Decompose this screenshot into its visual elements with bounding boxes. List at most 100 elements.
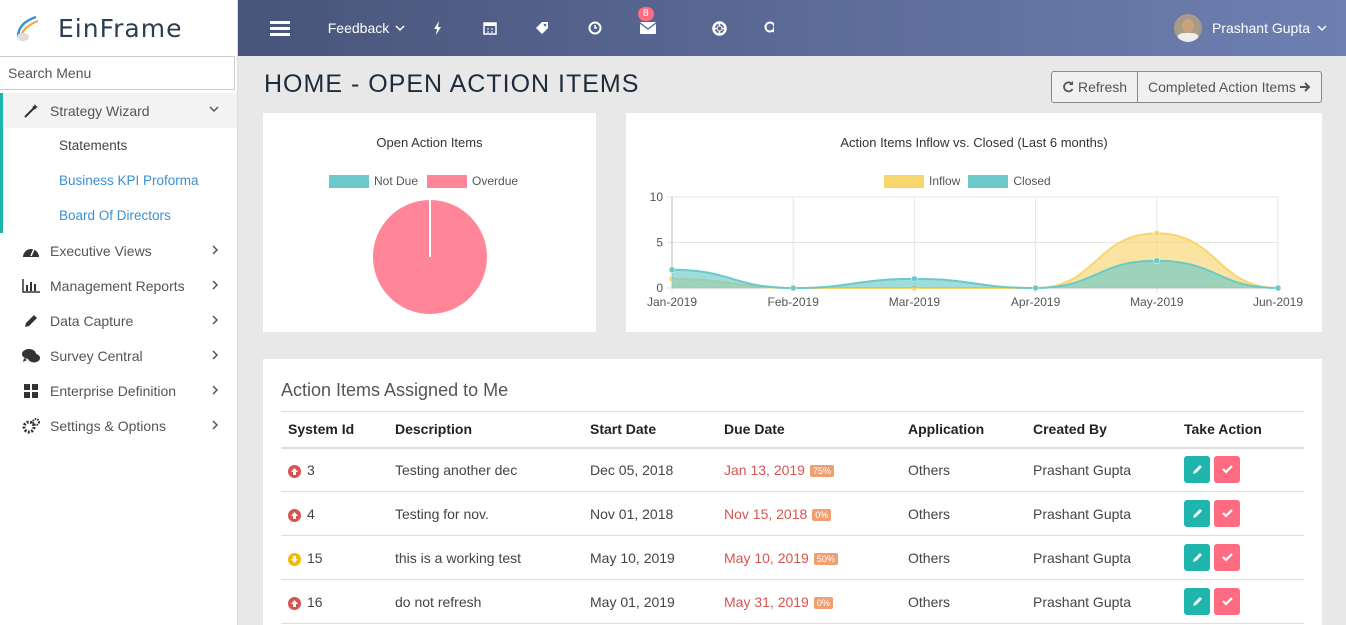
table-row[interactable]: 16 do not refresh May 01, 2019 May 31, 2019… — [281, 579, 1304, 624]
complete-button[interactable] — [1214, 588, 1240, 615]
feedback-dropdown[interactable]: Feedback — [322, 0, 412, 56]
edit-button[interactable] — [1184, 544, 1210, 571]
table-heading: Action Items Assigned to Me — [281, 380, 509, 400]
due-date: Jan 13, 2019 — [724, 461, 805, 478]
cell-application: Others — [901, 535, 1026, 580]
col-created-by[interactable]: Created By — [1026, 411, 1177, 449]
einframe-logo-icon — [16, 15, 39, 41]
bolt-button[interactable] — [412, 0, 464, 56]
page-title: HOME - OPEN ACTION ITEMS — [264, 70, 640, 98]
help-button[interactable] — [674, 0, 764, 56]
notification-badge: 8 — [638, 7, 654, 21]
sidebar-item-label: Settings & Options — [50, 417, 166, 434]
check-icon — [1221, 465, 1233, 474]
envelope-icon — [640, 22, 656, 34]
search-menu-input[interactable]: Search Menu — [0, 56, 235, 90]
system-id: 4 — [307, 505, 315, 522]
chevron-right-icon — [212, 385, 219, 395]
col-take-action[interactable]: Take Action — [1177, 411, 1304, 449]
avatar — [1173, 14, 1202, 42]
chevron-right-icon — [212, 280, 219, 290]
logo[interactable]: EinFrame — [0, 0, 237, 56]
action-items-card: Action Items Assigned to Me System Id De… — [263, 359, 1322, 625]
col-start-date[interactable]: Start Date — [583, 411, 717, 449]
cell-due-date: Nov 15, 2018 0% — [717, 491, 901, 536]
sidebar-item-management-reports[interactable]: Management Reports — [0, 268, 237, 303]
chevron-right-icon — [212, 420, 219, 430]
edit-button[interactable] — [1184, 500, 1210, 527]
legend-label-closed[interactable]: Closed — [1013, 174, 1051, 188]
sidebar-subitem-statements[interactable]: Statements — [0, 128, 237, 163]
feedback-label: Feedback — [327, 20, 390, 36]
progress-badge: 0% — [813, 596, 833, 609]
completed-label: Completed Action Items — [1148, 79, 1296, 95]
grid-icon — [20, 383, 42, 399]
edit-button[interactable] — [1184, 456, 1210, 484]
hamburger-icon — [270, 21, 290, 36]
sidebar-item-label: Management Reports — [50, 277, 185, 294]
cell-created-by: Prashant Gupta — [1026, 447, 1177, 492]
cell-created-by: Prashant Gupta — [1026, 491, 1177, 536]
top-navbar: Feedback 8 Prashant Gupta — [238, 0, 1346, 56]
cell-start-date: May 01, 2019 — [583, 579, 717, 624]
x-tick-label: Feb-2019 — [768, 295, 820, 309]
pencil-icon — [20, 313, 42, 329]
cell-system-id: 3 — [281, 447, 388, 492]
table-row[interactable]: 3 Testing another dec Dec 05, 2018 Jan 13, … — [281, 447, 1304, 492]
chevron-right-icon — [212, 245, 219, 255]
sidebar-item-settings-options[interactable]: Settings & Options — [0, 408, 237, 443]
check-icon — [1221, 597, 1233, 606]
sidebar-item-enterprise-definition[interactable]: Enterprise Definition — [0, 373, 237, 408]
progress-badge: 50% — [813, 552, 838, 565]
tags-button[interactable] — [516, 0, 568, 56]
hamburger-menu-button[interactable] — [238, 0, 322, 56]
legend-label-not-due[interactable]: Not Due — [374, 174, 419, 188]
cell-due-date: May 10, 2019 50% — [717, 535, 901, 580]
sidebar-subitem-business-kpi-proforma[interactable]: Business KPI Proforma — [0, 163, 237, 198]
user-menu[interactable]: Prashant Gupta — [1173, 0, 1328, 56]
refresh-icon — [1063, 81, 1074, 93]
refresh-button[interactable]: Refresh — [1052, 72, 1137, 102]
pie-chart-card: Open Action Items Not Due Overdue — [263, 113, 596, 332]
cell-created-by: Prashant Gupta — [1026, 535, 1177, 580]
cell-description: Testing for nov. — [388, 491, 583, 536]
cell-take-action — [1177, 579, 1304, 624]
arrow-up-circle-icon — [288, 596, 301, 610]
legend-label-inflow[interactable]: Inflow — [929, 174, 961, 188]
cell-start-date: Nov 01, 2018 — [583, 491, 717, 536]
edit-button[interactable] — [1184, 588, 1210, 615]
col-system-id[interactable]: System Id — [281, 411, 388, 449]
col-due-date[interactable]: Due Date — [717, 411, 901, 449]
sidebar: EinFrame Search Menu Strategy Wizard Sta… — [0, 0, 238, 625]
complete-button[interactable] — [1214, 500, 1240, 527]
table-row[interactable]: 4 Testing for nov. Nov 01, 2018 Nov 15, 201… — [281, 491, 1304, 536]
sidebar-item-survey-central[interactable]: Survey Central — [0, 338, 237, 373]
system-id: 3 — [307, 461, 315, 478]
chevron-down-icon — [395, 25, 405, 32]
col-description[interactable]: Description — [388, 411, 583, 449]
cell-system-id: 4 — [281, 491, 388, 536]
sidebar-item-executive-views[interactable]: Executive Views — [0, 233, 237, 268]
cell-take-action — [1177, 535, 1304, 580]
cell-application: Others — [901, 491, 1026, 536]
cell-description: this is a working test — [388, 535, 583, 580]
clock-button[interactable] — [568, 0, 622, 56]
y-tick-label: 5 — [656, 236, 663, 250]
magic-wand-icon — [20, 103, 42, 119]
sidebar-subitem-board-of-directors[interactable]: Board Of Directors — [0, 198, 237, 233]
chevron-down-icon — [209, 106, 219, 113]
area-fill-closed — [672, 260, 1278, 288]
sidebar-item-data-capture[interactable]: Data Capture — [0, 303, 237, 338]
table-header-row: System Id Description Start Date Due Dat… — [281, 411, 1304, 449]
complete-button[interactable] — [1214, 456, 1240, 484]
calendar-button[interactable] — [464, 0, 516, 56]
table-row[interactable]: 15 this is a working test May 10, 2019 May … — [281, 535, 1304, 580]
col-application[interactable]: Application — [901, 411, 1026, 449]
messages-button[interactable]: 8 — [622, 0, 674, 56]
life-ring-icon — [711, 20, 727, 36]
legend-label-overdue[interactable]: Overdue — [472, 174, 519, 188]
complete-button[interactable] — [1214, 544, 1240, 571]
sidebar-item-strategy-wizard[interactable]: Strategy Wizard — [0, 93, 237, 128]
search-button[interactable] — [764, 0, 774, 56]
completed-action-items-button[interactable]: Completed Action Items — [1137, 72, 1321, 102]
